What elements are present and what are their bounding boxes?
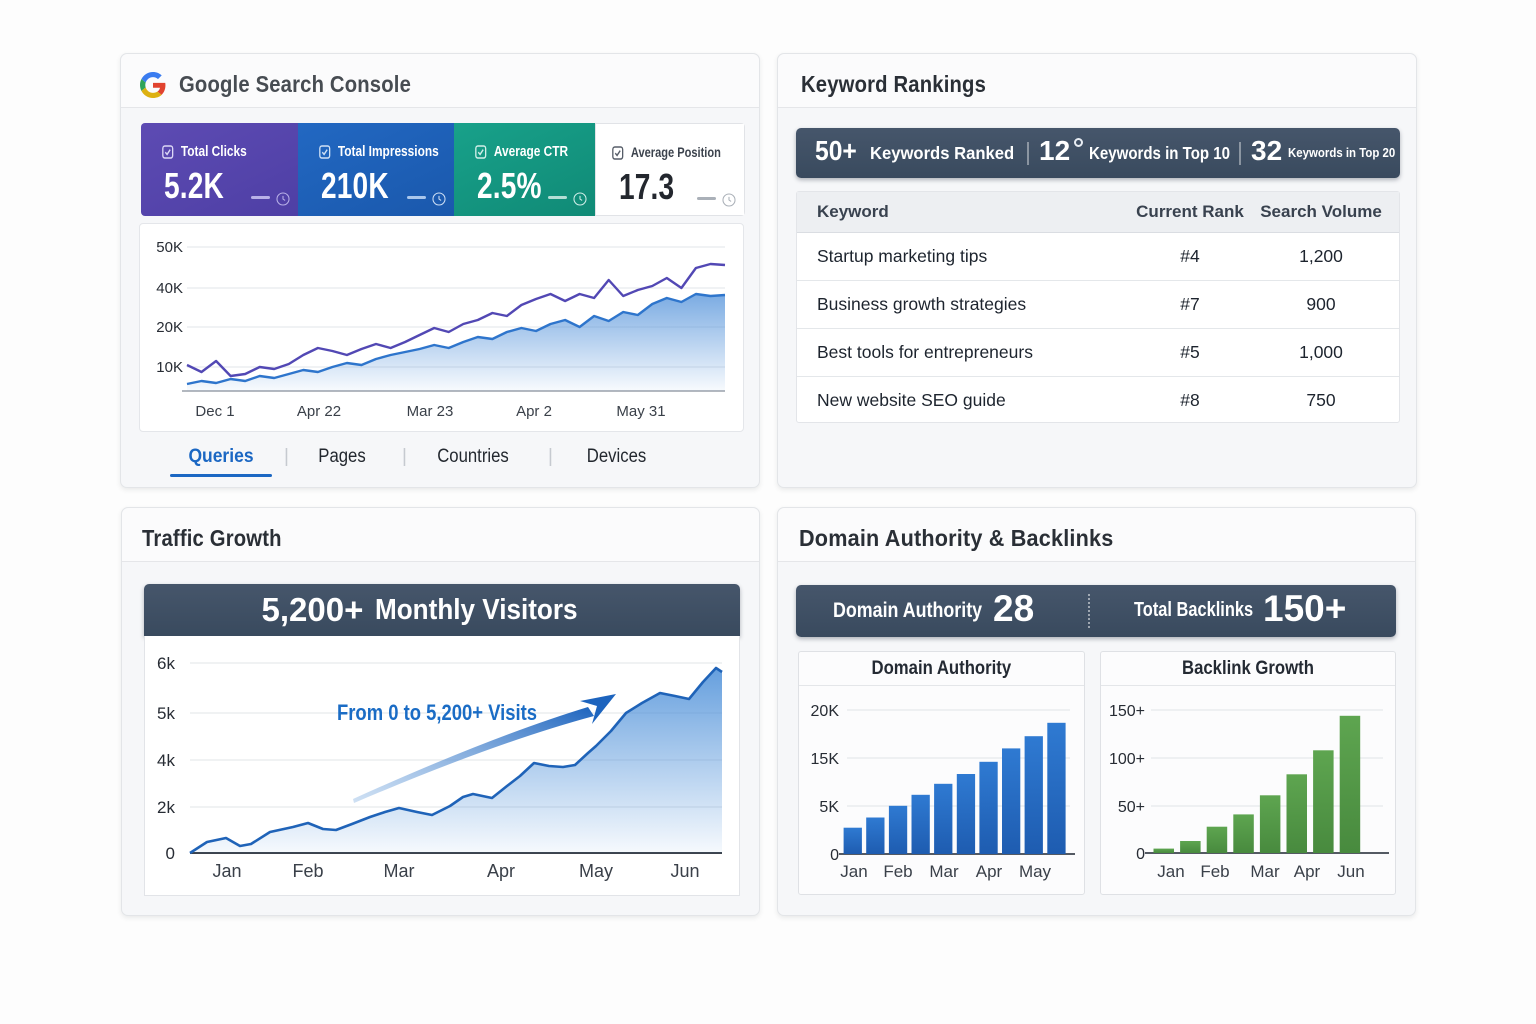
svg-text:Dec 1: Dec 1: [195, 403, 234, 420]
svg-text:Jun: Jun: [1337, 862, 1364, 881]
svg-text:5K: 5K: [819, 799, 839, 816]
svg-text:Mar 23: Mar 23: [407, 403, 454, 420]
svg-text:Jan: Jan: [1157, 862, 1184, 881]
svg-text:Apr: Apr: [1294, 862, 1321, 881]
svg-text:4k: 4k: [157, 751, 175, 770]
svg-text:Apr 22: Apr 22: [297, 403, 341, 420]
svg-text:50+: 50+: [1118, 799, 1145, 816]
svg-text:15K: 15K: [811, 751, 840, 768]
svg-text:6k: 6k: [157, 654, 175, 673]
svg-text:Feb: Feb: [883, 862, 912, 881]
svg-text:150+: 150+: [1109, 703, 1145, 720]
svg-text:0: 0: [830, 847, 839, 864]
svg-text:Jun: Jun: [670, 861, 699, 881]
svg-text:May: May: [579, 861, 613, 881]
svg-text:5k: 5k: [157, 704, 175, 723]
svg-text:Apr: Apr: [487, 861, 515, 881]
svg-text:May: May: [1019, 862, 1052, 881]
svg-text:40K: 40K: [156, 280, 183, 297]
svg-text:20K: 20K: [811, 703, 840, 720]
svg-text:From 0 to 5,200+ Visits: From 0 to 5,200+ Visits: [337, 700, 537, 725]
svg-text:Mar: Mar: [1250, 862, 1280, 881]
svg-text:0: 0: [166, 844, 175, 863]
svg-text:2k: 2k: [157, 798, 175, 817]
svg-text:Feb: Feb: [1200, 862, 1229, 881]
svg-text:100+: 100+: [1109, 751, 1145, 768]
svg-text:Mar: Mar: [929, 862, 959, 881]
svg-text:Jan: Jan: [212, 861, 241, 881]
svg-text:Apr 2: Apr 2: [516, 403, 552, 420]
svg-text:May 31: May 31: [616, 403, 665, 420]
svg-text:Jan: Jan: [840, 862, 867, 881]
svg-text:Mar: Mar: [384, 861, 415, 881]
svg-text:0: 0: [1136, 846, 1145, 863]
svg-text:50K: 50K: [156, 239, 183, 256]
svg-text:20K: 20K: [156, 319, 183, 336]
svg-text:Apr: Apr: [976, 862, 1003, 881]
svg-text:10K: 10K: [156, 359, 183, 376]
svg-text:Feb: Feb: [292, 861, 323, 881]
